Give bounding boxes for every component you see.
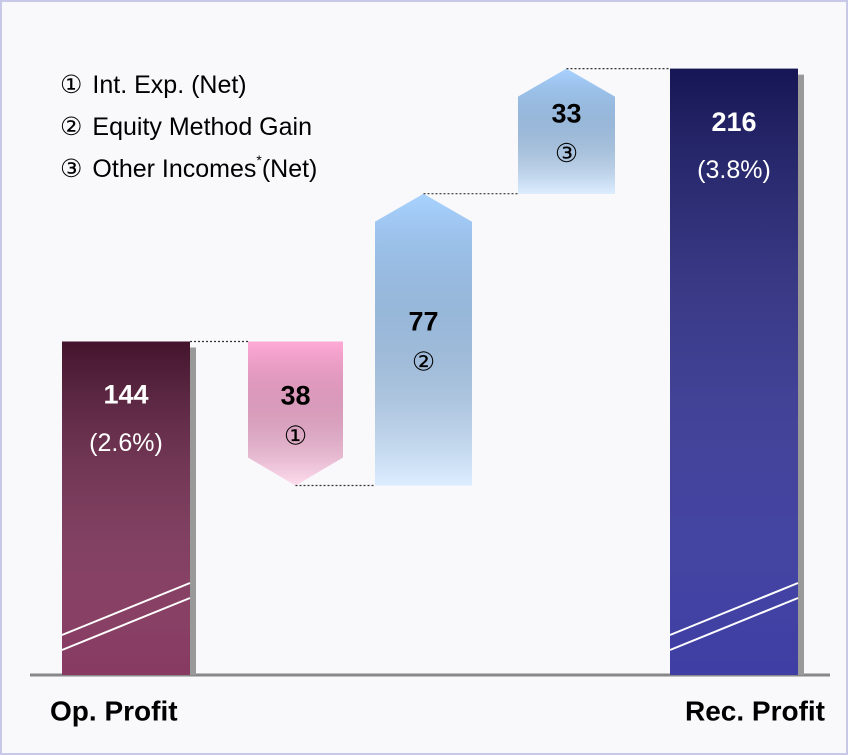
value-label: 216 <box>711 107 756 137</box>
axis-break <box>61 582 191 636</box>
step-shade <box>518 68 615 194</box>
value-label: 77 <box>408 307 438 337</box>
value-label: 38 <box>280 381 310 411</box>
value-label: 144 <box>103 380 148 410</box>
legend-marker: ② <box>60 113 82 141</box>
legend-entry: ③ Other Incomes*(Net) <box>60 152 317 183</box>
step-marker: ② <box>412 346 435 376</box>
step-shade <box>375 193 472 486</box>
legend-sup: * <box>256 152 262 168</box>
legend-after: (Net) <box>262 155 318 183</box>
value-label: 33 <box>551 98 581 128</box>
legend-entry: ① Int. Exp. (Net) <box>60 71 247 99</box>
legend-marker: ③ <box>60 155 82 183</box>
legend-text: Equity Method Gain <box>92 113 312 141</box>
legend-marker: ① <box>60 71 82 99</box>
step-marker: ① <box>284 420 307 450</box>
sub-label: (3.8%) <box>697 156 771 184</box>
legend-text: Other Incomes <box>92 155 256 183</box>
axis-break <box>61 597 191 651</box>
x-tick-label: Rec. Profit <box>685 695 825 726</box>
step-marker: ③ <box>555 138 578 168</box>
x-tick-label: Op. Profit <box>50 695 178 726</box>
bar-shade <box>670 68 798 676</box>
step-shade <box>248 341 343 486</box>
legend-text: Int. Exp. (Net) <box>92 71 246 99</box>
sub-label: (2.6%) <box>89 429 163 457</box>
axis-break <box>669 582 799 636</box>
legend-entry: ② Equity Method Gain <box>60 113 312 141</box>
bar-shade <box>62 341 190 675</box>
axis-break <box>669 597 799 651</box>
